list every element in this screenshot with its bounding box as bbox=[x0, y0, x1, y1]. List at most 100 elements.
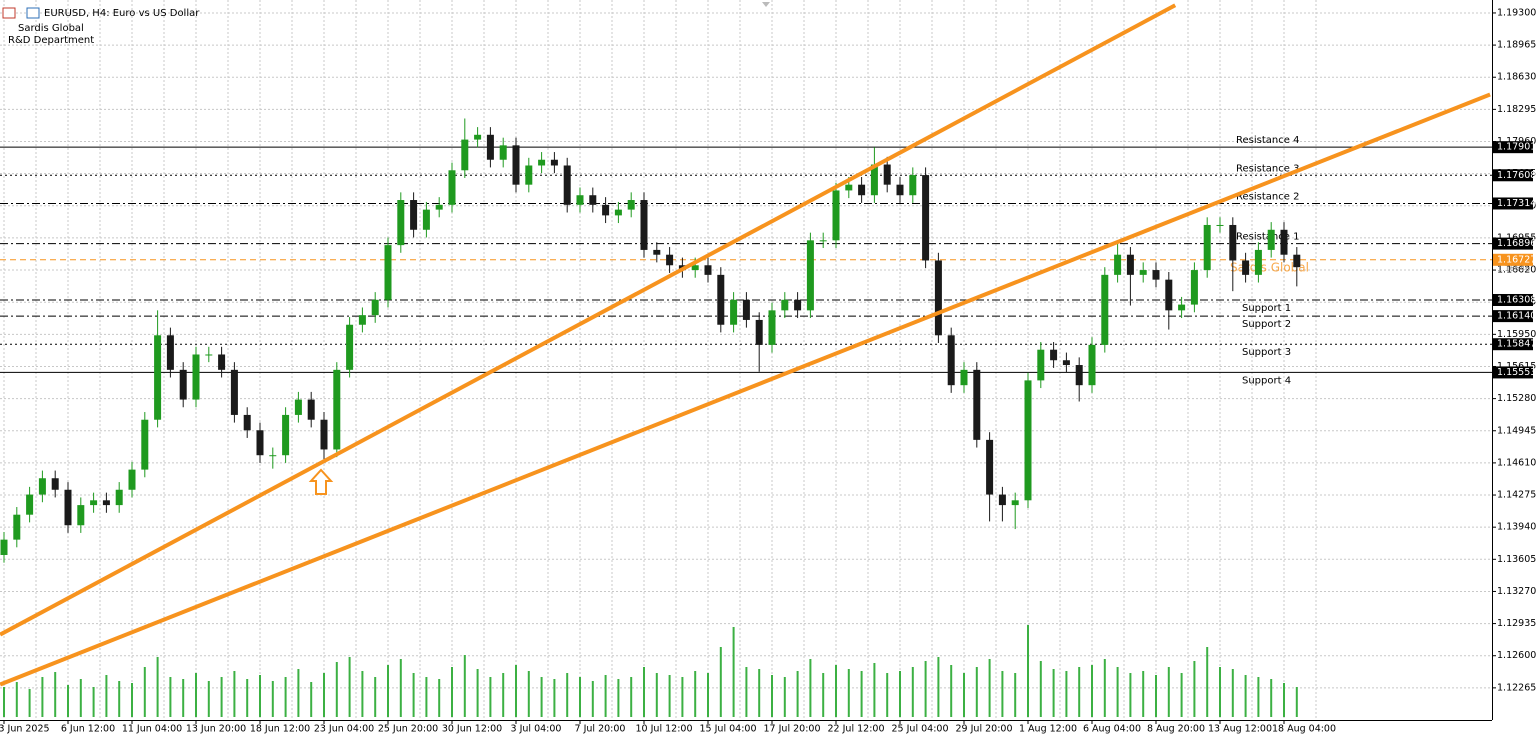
y-tick-label: 1.15950 bbox=[1497, 329, 1536, 340]
trendline bbox=[0, 92, 1491, 687]
candle-body bbox=[218, 354, 226, 370]
candle-body bbox=[1062, 360, 1070, 366]
y-tick-label: 1.18630 bbox=[1497, 72, 1536, 83]
candle-body bbox=[64, 489, 72, 526]
candle-body bbox=[320, 419, 328, 450]
candle-body bbox=[781, 299, 789, 311]
volume-bar bbox=[3, 687, 5, 717]
volume-bar bbox=[182, 679, 185, 717]
trendline-layer bbox=[0, 3, 1491, 687]
volume-bar bbox=[1270, 679, 1273, 717]
level-label: Support 3 bbox=[1242, 347, 1291, 358]
volume-bar bbox=[950, 665, 953, 717]
candle-body bbox=[256, 430, 264, 456]
volume-bar bbox=[1231, 669, 1234, 717]
candle-body bbox=[755, 319, 763, 345]
candle-body bbox=[934, 260, 942, 336]
volume-bar bbox=[694, 671, 697, 717]
y-tick-label: 1.12265 bbox=[1497, 682, 1536, 693]
candle-body bbox=[1267, 229, 1275, 250]
candle-body bbox=[563, 165, 571, 205]
candle-body bbox=[294, 399, 302, 415]
volume-bar bbox=[297, 669, 300, 717]
volume-bar bbox=[860, 671, 863, 717]
x-tick-label: 11 Jun 04:00 bbox=[122, 724, 182, 735]
candle-body bbox=[704, 265, 712, 275]
price-tag-label: 1.15847 bbox=[1497, 339, 1536, 350]
volume-bar bbox=[1155, 675, 1157, 717]
candle-body bbox=[883, 164, 891, 185]
volume-bar bbox=[323, 673, 325, 717]
volume-bar bbox=[758, 669, 761, 717]
price-tag-label: 1.15553 bbox=[1497, 367, 1536, 378]
volume-bar bbox=[335, 662, 338, 717]
volume-bar bbox=[310, 682, 313, 717]
price-tag bbox=[1493, 310, 1533, 323]
candle-body bbox=[896, 184, 904, 196]
candle-body bbox=[1203, 224, 1211, 271]
volume-bar bbox=[975, 667, 978, 717]
candle-layer bbox=[0, 118, 1301, 563]
candle-body bbox=[1088, 344, 1096, 386]
volume-bar bbox=[1116, 667, 1119, 717]
x-tick-label: 13 Aug 12:00 bbox=[1208, 724, 1272, 735]
x-tick-label: 7 Jul 20:00 bbox=[575, 724, 626, 735]
volume-bar bbox=[796, 671, 799, 717]
candle-body bbox=[1101, 274, 1109, 345]
x-tick-label: 6 Jun 12:00 bbox=[61, 724, 115, 735]
volume-bar bbox=[1142, 671, 1145, 717]
candle-body bbox=[1280, 229, 1288, 255]
candle-body bbox=[38, 478, 46, 495]
volume-bar bbox=[489, 677, 492, 717]
candle-body bbox=[77, 505, 85, 526]
candle-body bbox=[998, 494, 1006, 506]
candle-body bbox=[269, 455, 277, 457]
candle-body bbox=[858, 184, 866, 196]
x-tick-label: 25 Jun 20:00 bbox=[378, 724, 438, 735]
volume-bar bbox=[873, 663, 876, 717]
candle-body bbox=[1216, 224, 1224, 226]
volume-bar bbox=[643, 667, 645, 717]
candle-body bbox=[1242, 260, 1250, 275]
x-tick-label: 29 Jul 20:00 bbox=[956, 724, 1013, 735]
volume-bar bbox=[284, 677, 287, 717]
volume-bar bbox=[1027, 625, 1029, 717]
candle-body bbox=[166, 335, 174, 370]
watermark: Sardis Global bbox=[1230, 260, 1309, 274]
volume-bar bbox=[259, 675, 261, 717]
y-tick-label: 1.15280 bbox=[1497, 393, 1536, 404]
volume-bar bbox=[963, 673, 965, 717]
x-tick-label: 17 Jul 20:00 bbox=[764, 724, 821, 735]
candle-body bbox=[397, 200, 405, 246]
level-label: Resistance 3 bbox=[1236, 163, 1299, 174]
candle-body bbox=[538, 159, 546, 166]
volume-bar bbox=[246, 679, 249, 717]
candle-body bbox=[179, 369, 187, 400]
x-tick-label: 8 Aug 20:00 bbox=[1147, 724, 1205, 735]
y-tick-label: 1.13940 bbox=[1497, 522, 1536, 533]
volume-bar bbox=[1039, 661, 1042, 717]
candle-body bbox=[794, 299, 802, 311]
volume-bar bbox=[502, 673, 505, 717]
volume-bar bbox=[515, 665, 517, 717]
candle-body bbox=[870, 164, 878, 196]
grid bbox=[0, 0, 1492, 720]
price-tag bbox=[1493, 338, 1533, 351]
price-tag-label: 1.16308 bbox=[1497, 294, 1536, 305]
candle-body bbox=[717, 274, 725, 325]
volume-bar bbox=[822, 673, 825, 717]
volume-bar bbox=[1001, 671, 1004, 717]
candle-body bbox=[1139, 270, 1147, 275]
volume-bar bbox=[630, 677, 633, 717]
candle-body bbox=[845, 184, 853, 191]
candle-body bbox=[614, 209, 622, 216]
candle-body bbox=[1229, 224, 1237, 261]
symbol-icon bbox=[2, 7, 16, 19]
x-tick-label: 23 Jun 04:00 bbox=[314, 724, 374, 735]
x-tick-label: 15 Jul 04:00 bbox=[700, 724, 757, 735]
y-tick-label: 1.18965 bbox=[1497, 40, 1536, 51]
candle-body bbox=[141, 419, 149, 470]
x-tick-label: 6 Aug 04:00 bbox=[1083, 724, 1141, 735]
volume-bar bbox=[745, 667, 748, 717]
